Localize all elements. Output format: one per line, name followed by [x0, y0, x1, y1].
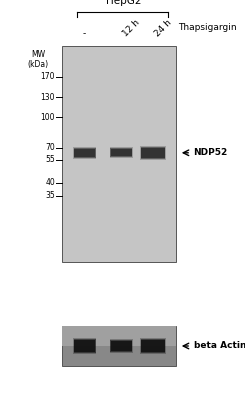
- Bar: [140, 338, 166, 354]
- Bar: [142, 148, 165, 158]
- Bar: [62, 326, 176, 346]
- Text: 24 h: 24 h: [153, 18, 173, 38]
- Bar: [73, 338, 96, 354]
- Bar: [111, 149, 132, 156]
- Bar: [62, 46, 176, 262]
- Text: 130: 130: [41, 93, 55, 102]
- Bar: [110, 148, 132, 157]
- Bar: [62, 326, 176, 366]
- Bar: [140, 146, 166, 160]
- Bar: [111, 341, 132, 351]
- Text: 55: 55: [45, 156, 55, 164]
- Text: 12 h: 12 h: [121, 18, 142, 38]
- Text: 100: 100: [41, 113, 55, 122]
- Text: 70: 70: [45, 144, 55, 152]
- Bar: [142, 340, 165, 352]
- Text: 40: 40: [45, 178, 55, 187]
- Bar: [110, 147, 133, 158]
- Text: beta Actin: beta Actin: [194, 342, 245, 350]
- Text: 170: 170: [41, 72, 55, 81]
- Bar: [74, 340, 95, 352]
- Text: Thapsigargin: Thapsigargin: [178, 24, 236, 32]
- Bar: [73, 147, 96, 159]
- Bar: [74, 340, 96, 352]
- Bar: [110, 340, 132, 352]
- Text: NDP52: NDP52: [194, 148, 228, 157]
- Bar: [74, 148, 96, 158]
- Text: 35: 35: [45, 192, 55, 200]
- Text: HepG2: HepG2: [106, 0, 141, 6]
- Text: -: -: [83, 29, 86, 38]
- Bar: [110, 339, 133, 353]
- Text: MW
(kDa): MW (kDa): [27, 50, 49, 69]
- Bar: [74, 149, 95, 157]
- Bar: [141, 147, 165, 159]
- Bar: [141, 339, 165, 353]
